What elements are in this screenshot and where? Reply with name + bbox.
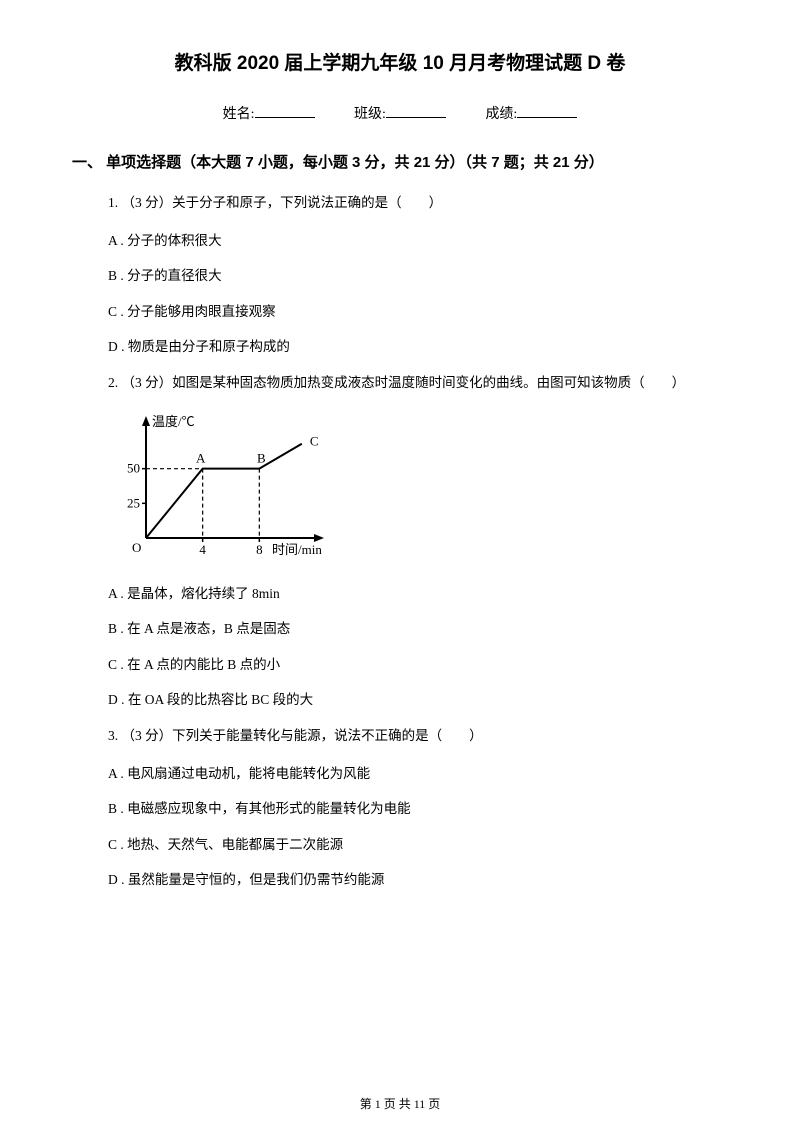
melting-curve-chart: 温度/℃ 时间/min O 25 50 4 8 A B C — [108, 410, 338, 560]
q2-option-d: D . 在 OA 段的比热容比 BC 段的大 — [108, 689, 728, 711]
q3-option-d: D . 虽然能量是守恒的，但是我们仍需节约能源 — [108, 869, 728, 891]
page-footer: 第 1 页 共 11 页 — [0, 1095, 800, 1112]
q1-option-c: C . 分子能够用肉眼直接观察 — [108, 301, 728, 323]
svg-text:A: A — [196, 450, 206, 465]
q2-chart: 温度/℃ 时间/min O 25 50 4 8 A B C — [108, 410, 728, 565]
class-field: 班级: — [354, 103, 446, 123]
svg-text:B: B — [257, 450, 266, 465]
svg-text:C: C — [310, 433, 319, 448]
q3-option-a: A . 电风扇通过电动机，能将电能转化为风能 — [108, 763, 728, 785]
q1-option-d: D . 物质是由分子和原子构成的 — [108, 336, 728, 358]
student-info-row: 姓名: 班级: 成绩: — [72, 103, 728, 123]
class-label: 班级: — [354, 107, 386, 122]
svg-text:4: 4 — [199, 542, 206, 557]
score-label: 成绩: — [485, 107, 517, 122]
q1-option-b: B . 分子的直径很大 — [108, 265, 728, 287]
q2-option-b: B . 在 A 点是液态，B 点是固态 — [108, 618, 728, 640]
q1-option-a: A . 分子的体积很大 — [108, 230, 728, 252]
exam-title: 教科版 2020 届上学期九年级 10 月月考物理试题 D 卷 — [72, 48, 728, 75]
q1-stem: 1. （3 分）关于分子和原子，下列说法正确的是（ ） — [108, 192, 728, 214]
svg-text:时间/min: 时间/min — [272, 542, 322, 557]
svg-text:温度/℃: 温度/℃ — [152, 414, 195, 429]
q3-stem: 3. （3 分）下列关于能量转化与能源，说法不正确的是（ ） — [108, 725, 728, 747]
score-field: 成绩: — [485, 103, 577, 123]
score-blank[interactable] — [517, 104, 577, 118]
q3-option-c: C . 地热、天然气、电能都属于二次能源 — [108, 834, 728, 856]
q2-stem: 2. （3 分）如图是某种固态物质加热变成液态时温度随时间变化的曲线。由图可知该… — [108, 372, 728, 394]
name-label: 姓名: — [223, 107, 255, 122]
name-field: 姓名: — [223, 103, 315, 123]
svg-text:O: O — [132, 540, 141, 555]
svg-text:25: 25 — [127, 495, 140, 510]
section-header: 一、 单项选择题（本大题 7 小题，每小题 3 分，共 21 分）（共 7 题；… — [72, 151, 728, 172]
name-blank[interactable] — [255, 104, 315, 118]
svg-text:8: 8 — [256, 542, 263, 557]
q2-option-c: C . 在 A 点的内能比 B 点的小 — [108, 654, 728, 676]
class-blank[interactable] — [386, 104, 446, 118]
q3-option-b: B . 电磁感应现象中，有其他形式的能量转化为电能 — [108, 798, 728, 820]
svg-text:50: 50 — [127, 460, 140, 475]
q2-option-a: A . 是晶体，熔化持续了 8min — [108, 583, 728, 605]
